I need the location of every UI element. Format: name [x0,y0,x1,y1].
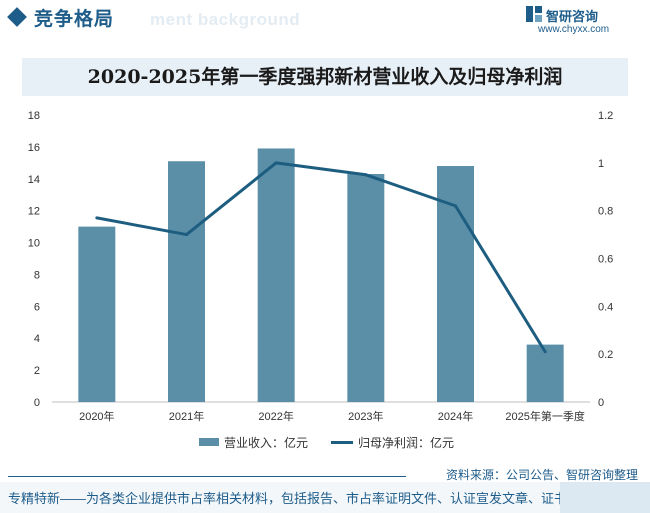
bar [78,226,116,402]
footer-decoration [560,482,650,513]
divider [8,476,406,477]
y-left-tick-label: 2 [34,365,40,377]
bar [347,173,385,402]
legend-line-swatch [331,441,353,444]
footer-banner: 专精特新——为各类企业提供市占率相关材料，包括报告、市占率证明文件、认证宣发文章… [0,482,650,513]
y-left-tick-label: 8 [34,269,40,281]
brand[interactable]: 智研咨询 www.chyxx.com [526,6,636,40]
x-tick-label: 2021年 [169,409,204,423]
brand-name: 智研咨询 [546,9,599,24]
section-subtitle: ment background [150,10,301,29]
y-right-tick-label: 0 [598,397,604,409]
legend: 营业收入：亿元 归母净利润：亿元 [0,432,650,452]
y-right-tick-label: 0.2 [598,349,613,361]
y-left-tick-label: 10 [28,238,40,250]
source-note: 资料来源：公司公告、智研咨询整理 [445,468,638,482]
x-tick-label: 2020年 [79,409,114,423]
line-point [95,216,99,220]
line-point [364,173,368,177]
x-tick-label: 2022年 [258,409,293,423]
footer-text: 专精特新——为各类企业提供市占率相关材料，包括报告、市占率证明文件、认证宣发文章… [8,491,568,506]
x-tick-label: 2024年 [438,409,473,423]
chart-title: 2020-2025年第一季度强邦新材营业收入及归母净利润 [87,66,563,88]
y-right-tick-label: 1.2 [598,110,613,122]
line-point [454,204,457,208]
bar [526,344,564,402]
line-point [274,161,278,165]
y-left-tick-label: 16 [28,142,40,154]
y-left-tick-label: 0 [34,397,40,409]
header: 竞争格局 ment background 智研咨询 www.chyxx.com [0,0,650,40]
y-right-tick-label: 1 [598,158,604,170]
line-point [185,233,188,237]
y-left-tick-label: 6 [34,301,40,313]
x-tick-label: 2025年第一季度 [505,409,584,423]
y-right-tick-label: 0.6 [598,254,613,266]
y-left-tick-label: 18 [28,110,40,122]
y-left-tick-label: 12 [28,206,40,218]
brand-logo-icon [526,6,542,22]
bar [257,148,295,402]
chart-title-band: 2020-2025年第一季度强邦新材营业收入及归母净利润 [22,58,628,96]
y-right-tick-label: 0.4 [598,301,613,313]
series-line [96,161,547,353]
y-left-tick-label: 4 [34,333,40,345]
x-tick-label: 2023年 [348,409,383,423]
section-title: 竞争格局 [34,9,115,30]
y-left-tick-label: 14 [28,174,40,186]
line-point [543,350,547,354]
brand-url[interactable]: www.chyxx.com [538,24,610,35]
legend-bar-label: 营业收入：亿元 [224,436,309,450]
legend-line-label: 归母净利润：亿元 [358,436,455,450]
y-right-tick-label: 0.8 [598,206,613,218]
bar [168,161,205,402]
legend-bar-swatch [199,438,219,446]
